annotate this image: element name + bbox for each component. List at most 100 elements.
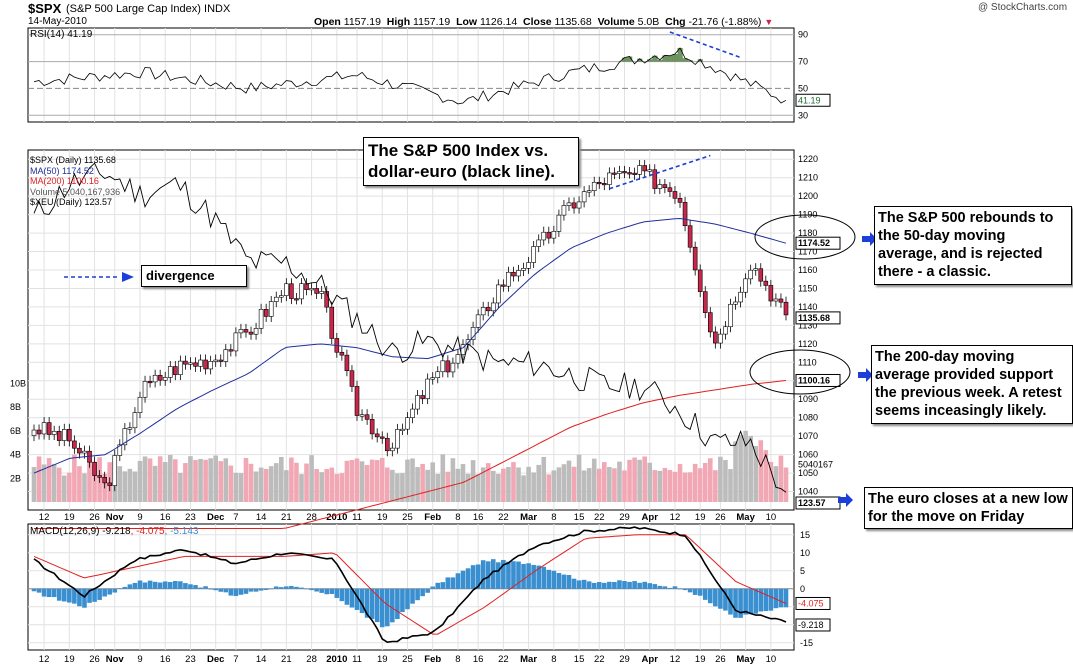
- candle-body: [440, 360, 446, 373]
- volume-bar: [405, 459, 410, 502]
- volume-bar: [369, 459, 375, 502]
- candle-body: [142, 381, 148, 398]
- candle-body: [67, 429, 72, 442]
- candle-body: [576, 201, 582, 209]
- macd-histogram-bar: [178, 581, 183, 589]
- candle-body: [299, 283, 304, 300]
- candle-body: [112, 455, 118, 486]
- macd-histogram-bar: [707, 588, 713, 604]
- volume-bar: [273, 463, 279, 502]
- candle-body: [622, 171, 627, 174]
- volume-bar: [783, 467, 789, 502]
- macd-legend: MACD(12,26,9) -9.218, -4.075, -5.143: [30, 526, 198, 537]
- volume-bar: [526, 466, 531, 502]
- x-tick-label: 8: [455, 512, 460, 523]
- candle-body: [228, 349, 234, 352]
- candle-body: [586, 190, 592, 193]
- candle-body: [682, 202, 688, 227]
- signal-last-box: [795, 596, 831, 610]
- volume-bar: [344, 460, 350, 502]
- macd-histogram-bar: [228, 588, 234, 596]
- candle-body: [117, 444, 123, 456]
- x-tick-label: 2010: [326, 512, 347, 523]
- volume-bar: [395, 473, 400, 502]
- candle-body: [692, 246, 698, 271]
- rsi-last-label: 41.19: [798, 95, 821, 105]
- volume-bar: [223, 458, 229, 502]
- candle-body: [758, 268, 764, 282]
- macd-legend-name: MACD(12,26,9): [30, 526, 100, 537]
- rsi-tick-label: 30: [798, 110, 808, 120]
- macd-last-box: [795, 618, 831, 632]
- volume-bar: [364, 465, 370, 502]
- candle-body: [51, 430, 57, 435]
- macd-histogram-bar: [617, 580, 622, 589]
- volume-tick-label: 10B: [10, 378, 26, 388]
- volume-bar: [516, 467, 521, 502]
- volume-bar: [349, 460, 355, 502]
- macd-legend-macd: -9.218: [102, 526, 131, 537]
- rsi-frame: [27, 27, 795, 123]
- candle-body: [289, 283, 294, 299]
- watermark: @ StockCharts.com: [978, 2, 1068, 13]
- macd-histogram-bar: [566, 574, 572, 589]
- x-tick-label: 9: [137, 512, 142, 523]
- volume-bar: [248, 463, 254, 502]
- volume-bar: [127, 468, 133, 502]
- candle-body: [364, 414, 370, 420]
- rsi-overbought-fill: [621, 57, 628, 62]
- price-legend: $SPX (Daily) 1135.68 MA(50) 1174.52 MA(2…: [30, 155, 120, 208]
- macd-histogram-bar: [112, 588, 118, 593]
- macd-histogram-bar: [304, 588, 309, 590]
- price-tick-label: 1060: [798, 450, 818, 460]
- candle-body: [178, 360, 183, 375]
- volume-bar: [314, 469, 319, 502]
- volume-bar: [117, 466, 123, 502]
- macd-histogram-bar: [72, 588, 77, 604]
- candle-body: [566, 202, 572, 206]
- volume-bar: [46, 458, 52, 502]
- candle-body: [82, 450, 87, 454]
- volume-bar: [294, 462, 299, 502]
- candle-body: [551, 231, 557, 239]
- x-tick-label: 12: [670, 654, 681, 665]
- volume-bar: [733, 441, 738, 502]
- candle-body: [147, 381, 153, 384]
- candle-body: [294, 298, 299, 301]
- macd-histogram-bar: [319, 588, 324, 593]
- macd-histogram-bar: [390, 588, 395, 623]
- candle-body: [763, 280, 769, 286]
- volume-bar: [596, 468, 602, 502]
- volume-bar: [475, 474, 481, 502]
- annotation-title: The S&P 500 Index vs. dollar-euro (black…: [363, 137, 579, 186]
- volume-bar: [591, 458, 597, 502]
- macd-histogram-bar: [475, 564, 481, 589]
- macd-histogram-bar: [571, 578, 577, 589]
- candle-body: [137, 396, 143, 413]
- candle-body: [702, 291, 708, 313]
- candle-body: [329, 306, 335, 339]
- candle-body: [253, 328, 259, 335]
- x-tick-label: 2010: [326, 654, 347, 665]
- x-tick-label: 16: [160, 654, 171, 665]
- candle-body: [647, 169, 653, 172]
- macd-histogram-bar: [602, 582, 607, 589]
- macd-histogram-bar: [425, 588, 430, 593]
- rsi-last-box: [795, 93, 831, 107]
- volume-bar: [430, 462, 436, 502]
- volume-bar: [672, 471, 678, 502]
- candle-body: [198, 359, 203, 367]
- macd-histogram-bar: [415, 588, 420, 601]
- volume-bar: [359, 461, 365, 502]
- rsi-overbought-fill: [682, 58, 688, 62]
- macd-histogram-bar: [576, 580, 582, 589]
- candle-body: [496, 284, 501, 304]
- volume-bar: [425, 469, 430, 502]
- macd-histogram-bar: [354, 588, 360, 610]
- volume-bar: [92, 464, 97, 502]
- volume-bar: [440, 454, 446, 502]
- candle-body: [470, 327, 476, 340]
- volume-bar: [41, 464, 47, 502]
- macd-tick-label: 15: [800, 530, 810, 540]
- macd-histogram-bar: [157, 582, 163, 589]
